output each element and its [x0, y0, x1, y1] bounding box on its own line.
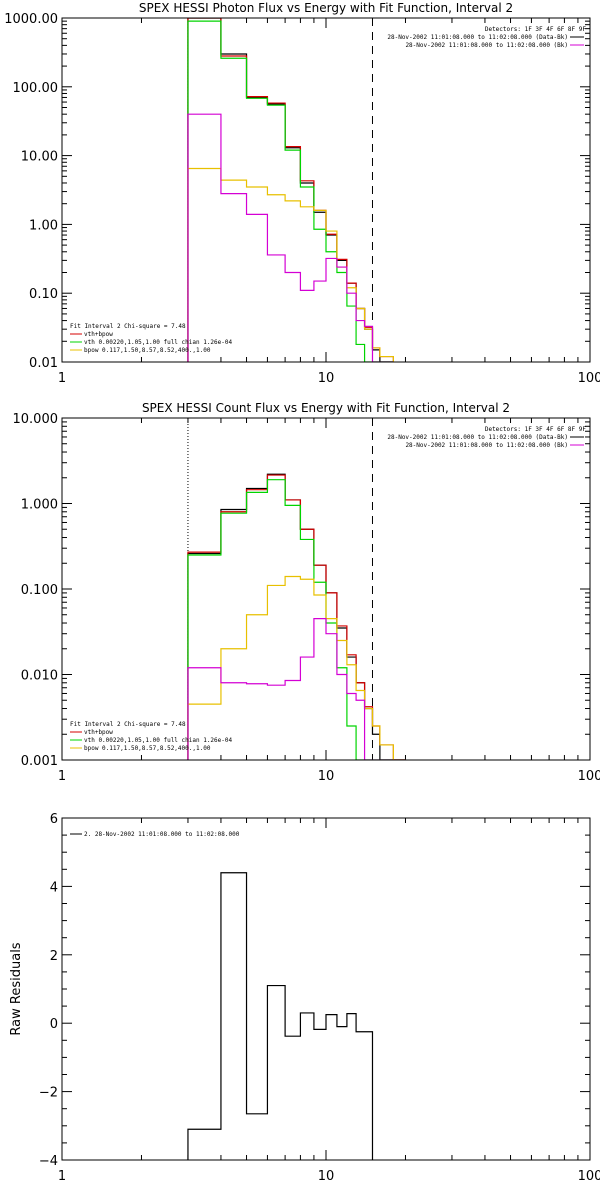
- panel0-series-bpow: [187, 167, 394, 362]
- panel0-ytick-label: 0.01: [29, 356, 58, 371]
- panel1-xtick-label: 1: [58, 769, 66, 784]
- panel2-series-group: [187, 872, 374, 1160]
- panel0-legend-right-text: 28-Nov-2002 11:01:08.000 to 11:02:08.000…: [405, 42, 568, 49]
- panel0-series-vth: [187, 20, 394, 362]
- panel0-ytick-label: 10.00: [21, 150, 58, 165]
- panel2-ytick-label: 6: [50, 812, 58, 827]
- panel0-frame: [61, 17, 591, 363]
- panel0-series-bk: [187, 113, 394, 362]
- panel1-legend-right-text: 28-Nov-2002 11:01:08.000 to 11:02:08.000…: [405, 442, 568, 449]
- panel0-xtick-label: 10: [318, 371, 335, 386]
- panel1-title: SPEX HESSI Count Flux vs Energy with Fit…: [142, 401, 510, 415]
- panel2-xtick-label: 1: [58, 1169, 66, 1184]
- panel0-legend-left-text: Fit Interval 2 Chi-square = 7.48: [70, 323, 186, 330]
- panel0-legend-left-text: vth 0.00220,1.05,1.00 full chian 1.26e-0…: [84, 339, 232, 346]
- panel1-ytick-label: 10.000: [13, 412, 59, 427]
- panel2-series-2-28-nov-2002-11-01-08-000-to-11-02-08-000: [187, 872, 374, 1160]
- panel2-frame: [61, 817, 591, 1161]
- panel2-ytick-label: 0: [50, 1017, 58, 1032]
- panel1-ytick-label: 0.100: [21, 583, 58, 598]
- panel2-xtick-label: 100: [578, 1169, 600, 1184]
- panel1-ytick-label: 0.001: [21, 754, 58, 769]
- panel1-legend-right-text: 28-Nov-2002 11:01:08.000 to 11:02:08.000…: [387, 434, 568, 441]
- panel1-series-bk: [187, 618, 406, 760]
- panel1-xtick-label: 10: [318, 769, 335, 784]
- panel2-xtick-label: 10: [318, 1169, 335, 1184]
- panel1-legend-left-text: bpow 0.117,1.50,8.57,8.52,400.,1.00: [84, 745, 211, 752]
- panel0-ytick-label: 100.00: [13, 81, 59, 96]
- panel0-ytick-label: 0.10: [29, 287, 58, 302]
- panel0-series-group: [187, 18, 394, 362]
- panel1-frame: [61, 417, 591, 761]
- panel2-ytick-label: −4: [39, 1154, 58, 1169]
- panel0-legend-left-text: bpow 0.117,1.50,8.57,8.52,400.,1.00: [84, 347, 211, 354]
- panel2-legend-left-text: 2. 28-Nov-2002 11:01:08.000 to 11:02:08.…: [84, 831, 240, 838]
- panel0-series-vth-bpow: [187, 18, 394, 362]
- panel0-ytick-label: 1000.00: [4, 12, 58, 27]
- panel1-legend-right-text: Detectors: 1F 3F 4F 6F 8F 9F: [485, 426, 587, 433]
- panel1-xtick-label: 100: [578, 769, 600, 784]
- panel2-ytick-label: 2: [50, 949, 58, 964]
- panel0-xtick-label: 1: [58, 371, 66, 386]
- count-flux-panel: SPEX HESSI Count Flux vs Energy with Fit…: [13, 401, 600, 784]
- panel1-legend-left-text: vth+bpow: [84, 729, 113, 736]
- residuals-panel: Raw Residuals 1 10 100 −4 −2 0 2 4 6 2. 28-Nov-200…: [9, 812, 600, 1184]
- panel0-ytick-label: 1.00: [29, 218, 58, 233]
- panel0-series-data-bk: [187, 18, 394, 362]
- panel1-ytick-label: 0.010: [21, 669, 58, 684]
- panel1-legend-left-text: Fit Interval 2 Chi-square = 7.48: [70, 721, 186, 728]
- panel0-legend-left-text: vth+bpow: [84, 331, 113, 338]
- panel0-xtick-label: 100: [578, 371, 600, 386]
- panel2-ytick-label: 4: [50, 880, 58, 895]
- panel0-legend-right-text: Detectors: 1F 3F 4F 6F 8F 9F: [485, 26, 587, 33]
- photon-flux-panel: SPEX HESSI Photon Flux vs Energy with Fi…: [4, 1, 600, 386]
- panel1-series-group: [187, 473, 406, 760]
- panel2-ylabel: Raw Residuals: [9, 942, 24, 1035]
- panel1-legend-left-text: vth 0.00220,1.05,1.00 full chian 1.26e-0…: [84, 737, 232, 744]
- panel1-ytick-label: 1.000: [21, 498, 58, 513]
- panel0-legend-right-text: 28-Nov-2002 11:01:08.000 to 11:02:08.000…: [387, 34, 568, 41]
- panel0-title: SPEX HESSI Photon Flux vs Energy with Fi…: [139, 1, 513, 15]
- panel2-ytick-label: −2: [39, 1086, 58, 1101]
